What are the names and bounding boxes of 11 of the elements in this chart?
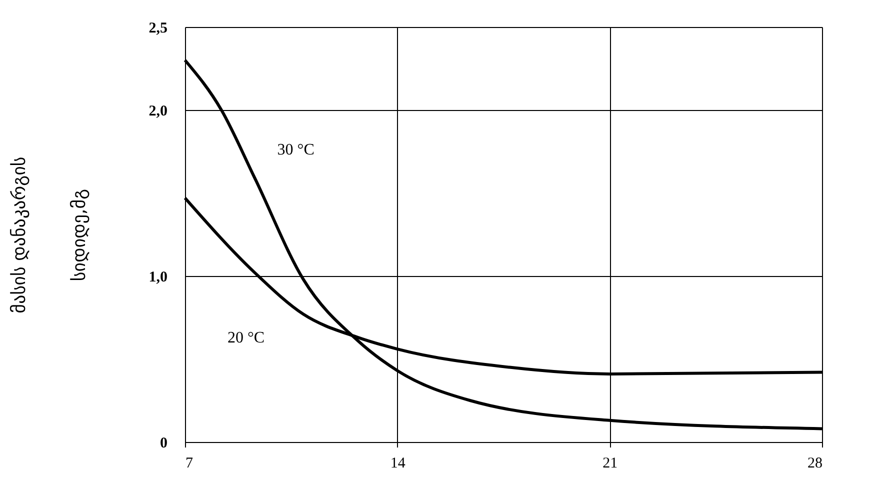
y-tick-label: 2,5 — [148, 20, 168, 36]
x-tick-label: 21 — [602, 456, 618, 472]
y-tick-label: 2,0 — [148, 104, 168, 120]
y-tick-label: 0 — [160, 436, 168, 452]
annotation: 30 °C — [277, 142, 314, 159]
text: მასის დანაკარგის სიდიდე,მგ — [8, 156, 90, 314]
x-tick-label: 28 — [808, 456, 822, 472]
x-tick-label: 7 — [186, 456, 194, 472]
annotation: 20 °C — [227, 330, 265, 347]
x-tick-label: 14 — [390, 456, 406, 472]
y-tick-label: 1,0 — [148, 270, 168, 286]
